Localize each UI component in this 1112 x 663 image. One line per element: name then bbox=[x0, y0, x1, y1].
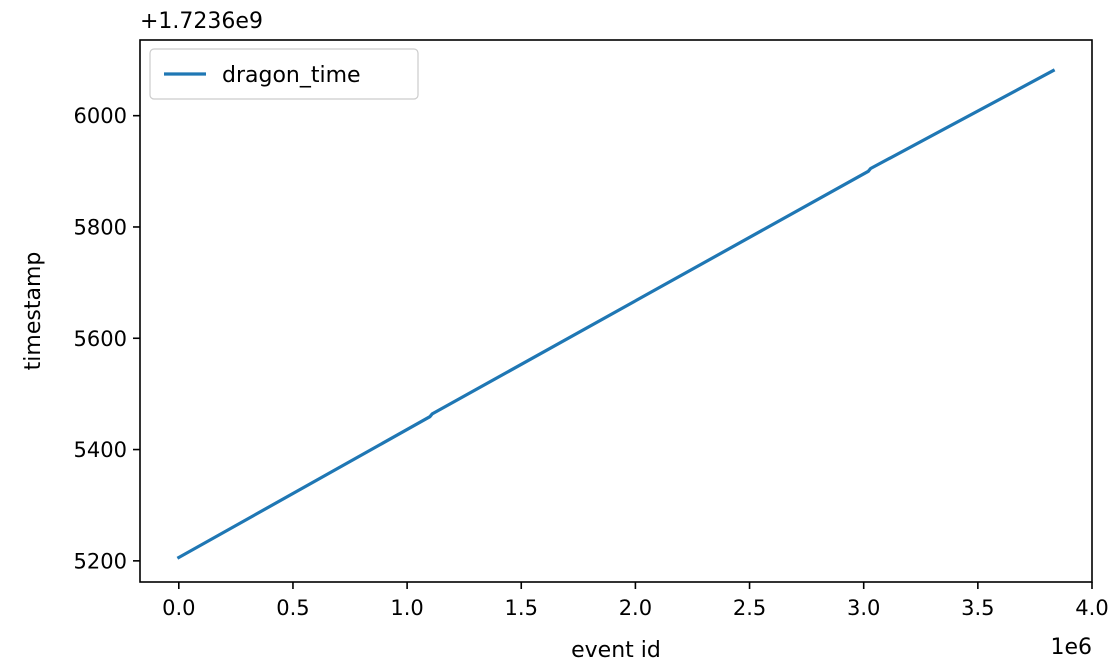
x-axis-label: event id bbox=[571, 638, 661, 663]
y-tick-label: 5400 bbox=[74, 438, 127, 462]
legend: dragon_time bbox=[149, 48, 419, 100]
legend-box bbox=[149, 48, 419, 100]
y-tick-label: 5800 bbox=[74, 215, 127, 239]
axes-frame bbox=[139, 39, 1093, 583]
x-tick-label: 3.0 bbox=[847, 596, 880, 620]
y-tick-label: 6000 bbox=[74, 104, 127, 128]
x-tick-label: 2.5 bbox=[733, 596, 766, 620]
tick-layer: 0.0 0.5 1.0 1.5 2.0 2.5 3.0 3.5 4.0 5200 5400 5600 5… bbox=[74, 104, 1109, 620]
x-offset-label: 1e6 bbox=[1050, 635, 1092, 660]
series-line-dragon_time bbox=[176, 68, 1056, 560]
y-tick-label: 5200 bbox=[74, 549, 127, 573]
y-tick-label: 5600 bbox=[74, 327, 127, 351]
x-tick-label: 2.0 bbox=[619, 596, 652, 620]
y-offset-label: +1.7236e9 bbox=[140, 9, 263, 34]
x-tick-label: 1.5 bbox=[505, 596, 538, 620]
series-layer bbox=[176, 68, 1056, 560]
x-tick-label: 0.0 bbox=[162, 596, 195, 620]
x-tick-label: 0.5 bbox=[276, 596, 309, 620]
legend-label: dragon_time bbox=[222, 63, 361, 88]
y-axis-label: timestamp bbox=[21, 252, 46, 371]
x-tick-label: 3.5 bbox=[961, 596, 994, 620]
x-tick-label: 1.0 bbox=[390, 596, 423, 620]
plot-frame bbox=[139, 39, 1093, 583]
x-tick-label: 4.0 bbox=[1075, 596, 1108, 620]
